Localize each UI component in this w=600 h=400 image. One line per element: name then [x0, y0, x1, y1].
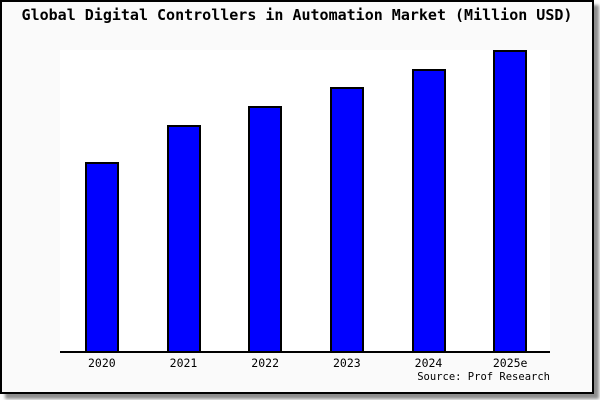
plot-area — [60, 50, 550, 353]
x-tick-label-2020: 2020 — [87, 356, 116, 370]
x-tick-label-2021: 2021 — [169, 356, 198, 370]
x-tick-label-2022: 2022 — [251, 356, 279, 370]
bar-2022 — [248, 106, 283, 351]
x-tick-label-2023: 2023 — [332, 356, 361, 370]
bar-2024 — [411, 69, 446, 351]
source-credit: Source: Prof Research — [417, 371, 550, 383]
bar-2021 — [166, 125, 201, 351]
bar-2020 — [84, 162, 119, 351]
x-tick-label-2024: 2024 — [414, 356, 443, 370]
bar-2023 — [329, 87, 364, 351]
chart-title: Global Digital Controllers in Automation… — [21, 6, 573, 24]
chart-frame: Global Digital Controllers in Automation… — [0, 0, 594, 394]
bar-2025e — [493, 50, 528, 351]
x-tick-label-2025e: 2025e — [492, 356, 528, 370]
